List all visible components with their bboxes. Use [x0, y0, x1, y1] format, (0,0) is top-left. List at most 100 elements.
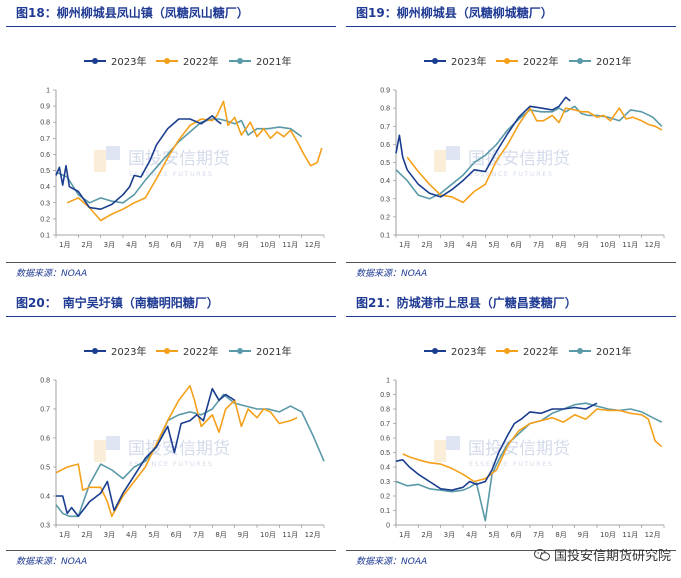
- source-divider: [346, 550, 676, 551]
- legend-label: 2022年: [183, 55, 218, 68]
- y-tick-label: 0.9: [380, 88, 390, 95]
- x-tick-label: 12月: [645, 241, 661, 249]
- series-line-2023: [56, 387, 236, 518]
- x-tick-label: 10月: [260, 531, 276, 539]
- y-tick-label: 0.9: [40, 104, 50, 111]
- x-tick-label: 2月: [81, 241, 92, 249]
- x-tick-label: 11月: [282, 531, 298, 539]
- source-divider: [6, 550, 336, 551]
- legend-marker: [504, 348, 510, 354]
- y-tick-label: 0.5: [380, 450, 390, 457]
- watermark-text: 国投安信期货: [468, 439, 570, 459]
- series-line-2022: [55, 385, 298, 518]
- x-tick-label: 10月: [600, 241, 616, 249]
- x-tick-label: 1月: [59, 241, 70, 249]
- x-tick-label: 7月: [533, 241, 544, 249]
- series-line-2022: [402, 408, 663, 483]
- chart-title: 图21：防城港市上思县（广糖昌菱糖厂）: [356, 296, 577, 310]
- legend-label: 2023年: [111, 345, 146, 358]
- watermark-logo: [94, 440, 106, 462]
- x-tick-label: 8月: [215, 241, 226, 249]
- x-tick-label: 11月: [622, 531, 638, 539]
- x-tick-label: 12月: [645, 531, 661, 539]
- y-tick-label: 0.9: [380, 392, 390, 399]
- x-tick-label: 12月: [305, 531, 321, 539]
- y-tick-label: 0.4: [40, 184, 50, 191]
- x-tick-label: 5月: [148, 241, 159, 249]
- y-tick-label: 0.6: [380, 142, 390, 149]
- watermark-text: 国投安信期货: [128, 439, 230, 459]
- y-tick-label: 1: [386, 378, 390, 385]
- series-line-2021: [55, 393, 325, 518]
- legend-marker: [164, 58, 170, 64]
- watermark-text: ESSENCE FUTURES: [469, 460, 554, 468]
- chart-panel-19: 图19：柳州柳城县（凤糖柳城糖厂） 国投安信期货 ESSENCE FUTURES 0…: [346, 2, 676, 286]
- y-tick-label: 0.3: [40, 200, 50, 207]
- title-divider: [346, 26, 676, 27]
- y-tick-label: 0.5: [380, 160, 390, 167]
- legend-marker: [237, 58, 243, 64]
- legend-marker: [577, 348, 583, 354]
- x-tick-label: 5月: [488, 531, 499, 539]
- y-tick-label: 0.2: [380, 214, 390, 221]
- x-tick-label: 7月: [193, 531, 204, 539]
- source-divider: [6, 262, 336, 263]
- y-tick-label: 0.7: [380, 124, 390, 131]
- x-tick-label: 5月: [488, 241, 499, 249]
- x-tick-label: 8月: [215, 531, 226, 539]
- chart-title: 图19：柳州柳城县（凤糖柳城糖厂）: [356, 6, 553, 20]
- x-tick-label: 4月: [126, 241, 137, 249]
- y-tick-label: 0.6: [40, 152, 50, 159]
- legend-label: 2023年: [451, 345, 486, 358]
- x-tick-label: 9月: [238, 241, 249, 249]
- x-tick-label: 11月: [622, 241, 638, 249]
- watermark-logo: [446, 436, 460, 450]
- x-tick-label: 1月: [399, 531, 410, 539]
- chart-title: 图18：柳州柳城县凤山镇（凤糖凤山糖厂）: [16, 6, 249, 20]
- legend-label: 2021年: [256, 345, 291, 358]
- x-tick-label: 3月: [104, 531, 115, 539]
- y-tick-label: 0.1: [380, 233, 390, 240]
- y-tick-label: 0.6: [40, 436, 50, 443]
- wechat-icon: [533, 548, 550, 561]
- x-tick-label: 4月: [466, 531, 477, 539]
- legend-marker: [92, 58, 98, 64]
- x-tick-label: 6月: [171, 241, 182, 249]
- y-tick-label: 0.5: [40, 465, 50, 472]
- y-tick-label: 0.1: [40, 233, 50, 240]
- x-tick-label: 10月: [600, 531, 616, 539]
- x-tick-label: 10月: [260, 241, 276, 249]
- x-tick-label: 7月: [193, 241, 204, 249]
- x-tick-label: 12月: [305, 241, 321, 249]
- source-note: 数据来源：NOAA: [356, 269, 428, 279]
- legend-label: 2021年: [596, 345, 631, 358]
- source-divider: [346, 262, 676, 263]
- x-tick-label: 3月: [444, 531, 455, 539]
- x-tick-label: 9月: [238, 531, 249, 539]
- y-tick-label: 0.3: [380, 196, 390, 203]
- legend-label: 2021年: [596, 55, 631, 68]
- x-tick-label: 8月: [555, 531, 566, 539]
- series-line-2022: [66, 100, 323, 222]
- x-tick-label: 6月: [511, 241, 522, 249]
- legend-marker: [504, 58, 510, 64]
- legend-label: 2022年: [523, 55, 558, 68]
- legend-marker: [432, 58, 438, 64]
- y-tick-label: 0: [386, 523, 390, 530]
- watermark-logo: [106, 146, 120, 160]
- legend-marker: [92, 348, 98, 354]
- x-tick-label: 9月: [578, 531, 589, 539]
- y-tick-label: 0.8: [40, 378, 50, 385]
- y-tick-label: 0.4: [380, 465, 390, 472]
- series-line-2021: [55, 118, 303, 204]
- y-tick-label: 0.2: [380, 494, 390, 501]
- y-tick-label: 0.7: [40, 407, 50, 414]
- chart-panel-20: 图20： 南宁吴圩镇（南糖明阳糖厂） 国投安信期货 ESSENCE FUTURES…: [6, 292, 336, 576]
- x-tick-label: 6月: [171, 531, 182, 539]
- x-tick-label: 5月: [148, 531, 159, 539]
- watermark-text: 国投安信期货: [128, 149, 230, 169]
- x-tick-label: 1月: [399, 241, 410, 249]
